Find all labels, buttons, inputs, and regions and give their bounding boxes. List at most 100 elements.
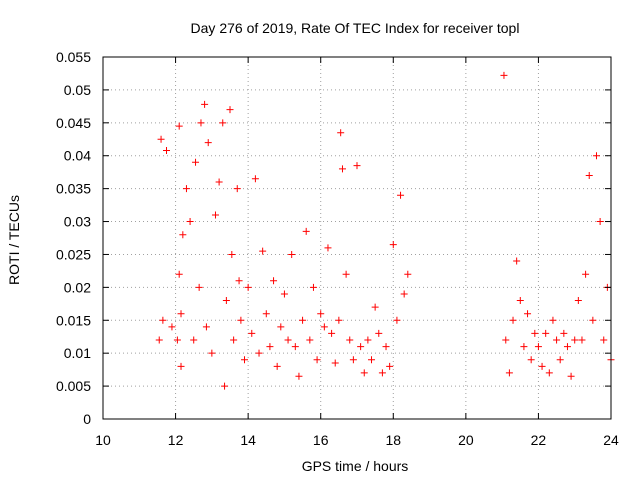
data-point <box>389 241 397 249</box>
x-tick-label: 18 <box>385 432 401 448</box>
data-point <box>266 343 274 351</box>
data-point <box>357 343 365 351</box>
data-point <box>324 244 332 252</box>
x-tick-label: 22 <box>531 432 547 448</box>
data-point <box>262 310 270 318</box>
data-point <box>516 297 524 305</box>
data-point <box>226 106 234 114</box>
data-point <box>596 218 604 226</box>
data-point <box>273 362 281 370</box>
data-point <box>280 290 288 298</box>
data-point <box>284 336 292 344</box>
x-tick-label: 12 <box>168 432 184 448</box>
data-point <box>190 336 198 344</box>
data-point <box>368 356 376 364</box>
data-point <box>592 152 600 160</box>
data-point <box>288 250 296 258</box>
data-point <box>600 336 608 344</box>
data-point <box>270 277 278 285</box>
data-point <box>317 310 325 318</box>
grid-layer <box>103 57 611 419</box>
x-tick-label: 16 <box>313 432 329 448</box>
data-point <box>360 369 368 377</box>
data-point <box>534 343 542 351</box>
x-tick-label: 10 <box>95 432 111 448</box>
y-tick-label: 0.01 <box>64 345 91 361</box>
data-point <box>531 329 539 337</box>
data-point <box>338 165 346 173</box>
data-point <box>291 343 299 351</box>
data-point <box>513 257 521 265</box>
data-point <box>560 329 568 337</box>
data-point <box>302 227 310 235</box>
data-point <box>505 369 513 377</box>
data-point <box>155 336 163 344</box>
data-point <box>574 297 582 305</box>
data-point <box>208 349 216 357</box>
data-point <box>219 119 227 127</box>
y-tick-label: 0.03 <box>64 214 91 230</box>
data-point <box>571 336 579 344</box>
data-point <box>545 369 553 377</box>
x-tick-label: 14 <box>240 432 256 448</box>
data-point <box>255 349 263 357</box>
data-point <box>553 336 561 344</box>
data-point <box>233 185 241 193</box>
data-point <box>520 343 528 351</box>
data-point <box>337 129 345 137</box>
data-point <box>353 162 361 170</box>
data-point <box>542 329 550 337</box>
data-point <box>509 316 517 324</box>
data-point <box>230 336 238 344</box>
data-point <box>313 356 321 364</box>
x-tick-label: 24 <box>603 432 619 448</box>
data-point <box>228 250 236 258</box>
y-tick-label: 0 <box>83 411 91 427</box>
data-point <box>241 356 249 364</box>
data-point <box>538 362 546 370</box>
marks-layer <box>155 71 615 390</box>
data-point <box>202 323 210 331</box>
data-point <box>211 211 219 219</box>
data-point <box>331 359 339 367</box>
data-point <box>582 270 590 278</box>
data-point <box>235 277 243 285</box>
data-point <box>175 270 183 278</box>
y-tick-label: 0.04 <box>64 148 91 164</box>
data-point <box>527 356 535 364</box>
data-point <box>201 100 209 108</box>
data-point <box>182 185 190 193</box>
data-point <box>175 122 183 130</box>
data-point <box>563 343 571 351</box>
data-point <box>585 171 593 179</box>
data-point <box>204 139 212 147</box>
data-point <box>589 316 597 324</box>
chart-title: Day 276 of 2019, Rate Of TEC Index for r… <box>191 20 520 36</box>
data-point <box>179 231 187 239</box>
data-point <box>195 283 203 291</box>
data-point <box>346 336 354 344</box>
data-point <box>168 323 176 331</box>
axes-layer: 10 12 14 16 18 20 22 24 0 0.005 0.01 0.015 0.02 0.025… <box>56 49 619 448</box>
data-point <box>173 336 181 344</box>
data-point <box>382 343 390 351</box>
y-axis-label: ROTI / TECUs <box>6 195 22 285</box>
y-tick-label: 0.055 <box>56 49 91 65</box>
data-point <box>192 158 200 166</box>
y-tick-label: 0.035 <box>56 181 91 197</box>
y-tick-label: 0.015 <box>56 312 91 328</box>
data-point <box>177 362 185 370</box>
data-point <box>237 316 245 324</box>
data-point <box>177 310 185 318</box>
y-tick-label: 0.045 <box>56 115 91 131</box>
data-point <box>197 119 205 127</box>
data-point <box>163 146 170 154</box>
data-point <box>349 356 357 364</box>
data-point <box>299 316 307 324</box>
data-point <box>244 283 252 291</box>
x-axis-label: GPS time / hours <box>302 458 409 474</box>
data-point <box>378 369 386 377</box>
x-tick-label: 20 <box>458 432 474 448</box>
data-point <box>549 316 557 324</box>
